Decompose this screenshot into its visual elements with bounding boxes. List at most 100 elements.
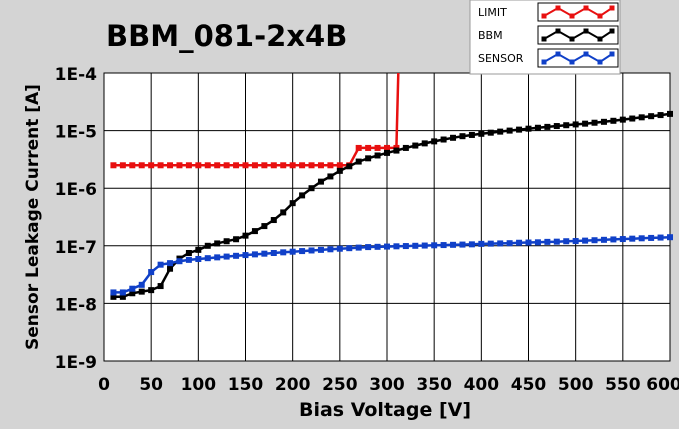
legend-swatch-marker <box>541 13 547 19</box>
series-bbm-point <box>148 287 155 294</box>
series-sensor-point <box>497 240 504 247</box>
series-limit-point <box>374 144 381 151</box>
series-sensor-point <box>516 239 523 246</box>
series-bbm-point <box>572 121 579 128</box>
legend-swatch-marker <box>609 28 615 34</box>
series-sensor-point <box>336 245 343 252</box>
series-limit-point <box>185 162 192 169</box>
series-sensor-point <box>233 252 240 259</box>
series-bbm-point <box>544 123 551 130</box>
series-bbm-point <box>119 293 126 300</box>
series-sensor-point <box>572 238 579 245</box>
series-limit-point <box>204 162 211 169</box>
series-bbm-point <box>440 136 447 143</box>
series-limit-point <box>299 162 306 169</box>
x-tick-label: 50 <box>139 375 163 395</box>
legend-label: BBM <box>478 29 503 42</box>
series-bbm-point <box>591 119 598 126</box>
series-bbm-point <box>308 185 315 192</box>
series-sensor-point <box>600 236 607 243</box>
series-bbm-point <box>667 110 673 117</box>
x-tick-label: 100 <box>181 375 217 395</box>
x-tick-label: 250 <box>322 375 358 395</box>
series-bbm-point <box>563 122 570 129</box>
series-sensor-point <box>280 249 287 256</box>
series-sensor-point <box>506 240 513 247</box>
series-bbm-point <box>167 265 174 272</box>
series-bbm-point <box>289 200 296 207</box>
series-limit-point <box>251 162 258 169</box>
series-bbm-point <box>365 155 372 162</box>
series-bbm-point <box>195 246 202 253</box>
chart-title: BBM_081-2x4B <box>106 19 347 53</box>
series-sensor-point <box>657 234 664 241</box>
y-tick-label: 1E-4 <box>55 65 97 85</box>
series-bbm-point <box>582 120 589 127</box>
series-limit-point <box>233 162 240 169</box>
legend-item-sensor: SENSOR <box>478 48 619 68</box>
legend-swatch-marker <box>583 51 589 57</box>
series-sensor-point <box>138 281 145 288</box>
series-limit-point <box>119 162 126 169</box>
series-sensor-point <box>384 243 390 250</box>
legend-swatch-marker <box>609 5 615 11</box>
series-limit-point <box>167 162 174 169</box>
series-sensor-point <box>544 238 551 245</box>
series-limit-point <box>261 162 268 169</box>
y-tick-label: 1E-7 <box>55 238 97 258</box>
x-tick-label: 300 <box>369 375 405 395</box>
series-limit-point <box>195 162 202 169</box>
series-bbm-point <box>374 152 381 159</box>
series-bbm-point <box>299 192 306 199</box>
legend-label: LIMIT <box>478 6 507 19</box>
series-sensor-point <box>619 236 626 243</box>
series-sensor-point <box>534 239 541 246</box>
series-sensor-point <box>261 250 268 257</box>
x-tick-label: 400 <box>464 375 500 395</box>
x-tick-label: 600 <box>646 375 679 395</box>
series-sensor-point <box>167 260 174 267</box>
series-sensor-point <box>214 254 221 261</box>
series-bbm-point <box>629 115 636 122</box>
series-sensor-point <box>317 246 324 253</box>
series-bbm-point <box>346 163 353 170</box>
series-sensor-point <box>195 255 202 262</box>
y-tick-label: 1E-6 <box>55 180 97 200</box>
legend-item-limit: LIMIT <box>478 2 619 22</box>
series-bbm <box>110 110 673 300</box>
series-limit-point <box>336 162 343 169</box>
legend-swatch-marker <box>583 5 589 11</box>
series-bbm-point <box>534 124 541 131</box>
series-bbm-point <box>610 117 617 124</box>
series-bbm-point <box>393 147 400 154</box>
legend-swatch-marker <box>569 13 575 19</box>
series-sensor-point <box>525 239 532 246</box>
series-sensor-point <box>308 247 315 254</box>
series-limit-point <box>223 162 230 169</box>
x-tick-label: 350 <box>416 375 452 395</box>
legend-label: SENSOR <box>478 52 524 65</box>
series-bbm-point <box>185 249 192 256</box>
series-sensor-point <box>487 240 494 247</box>
series-sensor-point <box>270 249 277 256</box>
x-tick-label: 500 <box>558 375 594 395</box>
series-sensor-point <box>157 261 164 268</box>
series-bbm-point <box>459 133 466 140</box>
series-bbm-point <box>638 114 645 121</box>
series-limit-point <box>289 162 296 169</box>
y-tick-label: 1E-5 <box>55 123 97 143</box>
series-sensor-point <box>176 258 183 265</box>
series-sensor-point <box>582 237 589 244</box>
series-bbm-point <box>157 283 164 290</box>
series-limit-point <box>365 144 372 151</box>
series-sensor-point <box>450 241 457 248</box>
legend-swatch-marker <box>569 59 575 65</box>
y-tick-label: 1E-9 <box>55 353 97 373</box>
x-tick-label: 450 <box>511 375 547 395</box>
legend-swatch-marker <box>541 59 547 65</box>
series-bbm-point <box>648 113 655 120</box>
y-axis-label: Sensor Leakage Current [A] <box>23 84 43 350</box>
series-sensor-point <box>185 256 192 263</box>
series-bbm-point <box>487 129 494 136</box>
